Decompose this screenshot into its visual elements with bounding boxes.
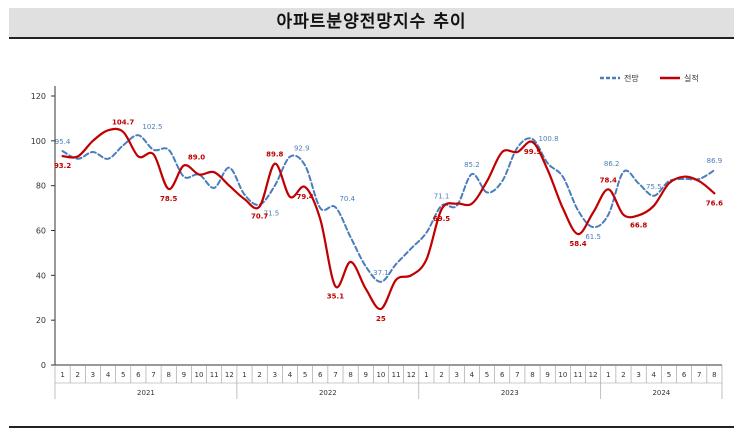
x-tick-label: 8 — [530, 371, 534, 379]
data-label: 58.4 — [569, 240, 586, 248]
x-tick-label: 3 — [454, 371, 458, 379]
data-label: 86.9 — [707, 157, 723, 165]
data-label: 71.5 — [264, 210, 280, 218]
x-tick-label: 7 — [515, 371, 519, 379]
y-tick-label: 40 — [36, 271, 46, 280]
x-tick-label: 3 — [636, 371, 640, 379]
data-label: 104.7 — [112, 118, 134, 126]
data-label: 95.4 — [55, 138, 71, 146]
x-tick-label: 8 — [166, 371, 170, 379]
data-label: 89.8 — [266, 151, 283, 159]
data-label: 79.4 — [296, 193, 313, 201]
x-tick-label: 3 — [91, 371, 95, 379]
x-tick-label: 1 — [60, 371, 64, 379]
data-label: 71.1 — [434, 193, 450, 201]
x-tick-label: 4 — [106, 371, 111, 379]
x-tick-label: 7 — [333, 371, 337, 379]
x-tick-label: 6 — [318, 371, 323, 379]
year-label: 2021 — [137, 389, 155, 397]
data-label: 61.5 — [585, 233, 601, 241]
y-tick-label: 100 — [31, 137, 46, 146]
y-tick-label: 0 — [41, 361, 46, 370]
x-tick-label: 2 — [621, 371, 625, 379]
data-label: 25 — [376, 315, 386, 323]
x-tick-label: 8 — [712, 371, 716, 379]
data-label: 35.1 — [327, 292, 344, 300]
data-label: 66.8 — [630, 221, 647, 229]
x-tick-label: 9 — [364, 371, 368, 379]
year-label: 2022 — [319, 389, 337, 397]
data-label: 99.5 — [524, 148, 541, 156]
x-tick-label: 8 — [348, 371, 352, 379]
x-tick-label: 9 — [545, 371, 549, 379]
data-label: 69.5 — [433, 215, 450, 223]
data-label: 70.4 — [339, 195, 355, 203]
data-label: 85.2 — [464, 161, 480, 169]
x-tick-label: 11 — [210, 371, 219, 379]
bottom-divider — [9, 426, 734, 428]
data-label: 76.6 — [706, 199, 723, 207]
data-label: 86.2 — [604, 160, 620, 168]
y-tick-label: 60 — [36, 227, 46, 236]
x-tick-label: 10 — [558, 371, 567, 379]
x-tick-label: 7 — [151, 371, 155, 379]
y-tick-label: 20 — [36, 316, 46, 325]
x-tick-label: 5 — [303, 371, 307, 379]
year-label: 2024 — [652, 389, 670, 397]
x-tick-label: 6 — [500, 371, 505, 379]
data-label: 78.5 — [160, 195, 177, 203]
x-tick-label: 12 — [407, 371, 416, 379]
page-title: 아파트분양전망지수 추이 — [276, 12, 467, 32]
x-tick-label: 5 — [667, 371, 671, 379]
data-label: 92.9 — [294, 145, 310, 153]
data-label: 37.1 — [373, 269, 389, 277]
x-tick-label: 11 — [574, 371, 583, 379]
series-line-actual — [61, 127, 716, 311]
title-bar: 아파트분양전망지수 추이 — [9, 8, 734, 39]
x-tick-label: 6 — [682, 371, 687, 379]
x-tick-label: 11 — [392, 371, 401, 379]
x-tick-label: 9 — [182, 371, 186, 379]
x-tick-label: 5 — [121, 371, 125, 379]
x-tick-label: 10 — [195, 371, 204, 379]
x-tick-label: 12 — [225, 371, 234, 379]
legend-label: 실적 — [684, 73, 699, 83]
data-label: 78.4 — [600, 176, 617, 184]
legend-label: 전망 — [624, 73, 639, 83]
data-label: 93.2 — [54, 162, 71, 170]
x-tick-label: 4 — [652, 371, 657, 379]
x-tick-label: 1 — [242, 371, 246, 379]
data-label: 100.8 — [539, 135, 559, 143]
x-tick-label: 2 — [439, 371, 443, 379]
x-tick-label: 10 — [376, 371, 385, 379]
x-tick-label: 12 — [589, 371, 598, 379]
x-tick-label: 5 — [485, 371, 489, 379]
x-tick-label: 1 — [424, 371, 428, 379]
data-label: 89.0 — [188, 153, 205, 161]
year-label: 2023 — [501, 389, 519, 397]
x-tick-label: 6 — [136, 371, 141, 379]
data-label: 70.7 — [251, 213, 268, 221]
data-label: 75.5 — [646, 183, 662, 191]
x-tick-label: 3 — [273, 371, 277, 379]
x-tick-label: 4 — [288, 371, 293, 379]
data-label: 102.5 — [142, 123, 162, 131]
y-tick-label: 80 — [36, 182, 46, 191]
y-tick-label: 120 — [31, 92, 46, 101]
x-tick-label: 1 — [606, 371, 610, 379]
x-tick-label: 2 — [76, 371, 80, 379]
x-tick-label: 2 — [257, 371, 261, 379]
x-tick-label: 7 — [697, 371, 701, 379]
x-tick-label: 4 — [470, 371, 475, 379]
series-line-forecast — [61, 134, 716, 283]
